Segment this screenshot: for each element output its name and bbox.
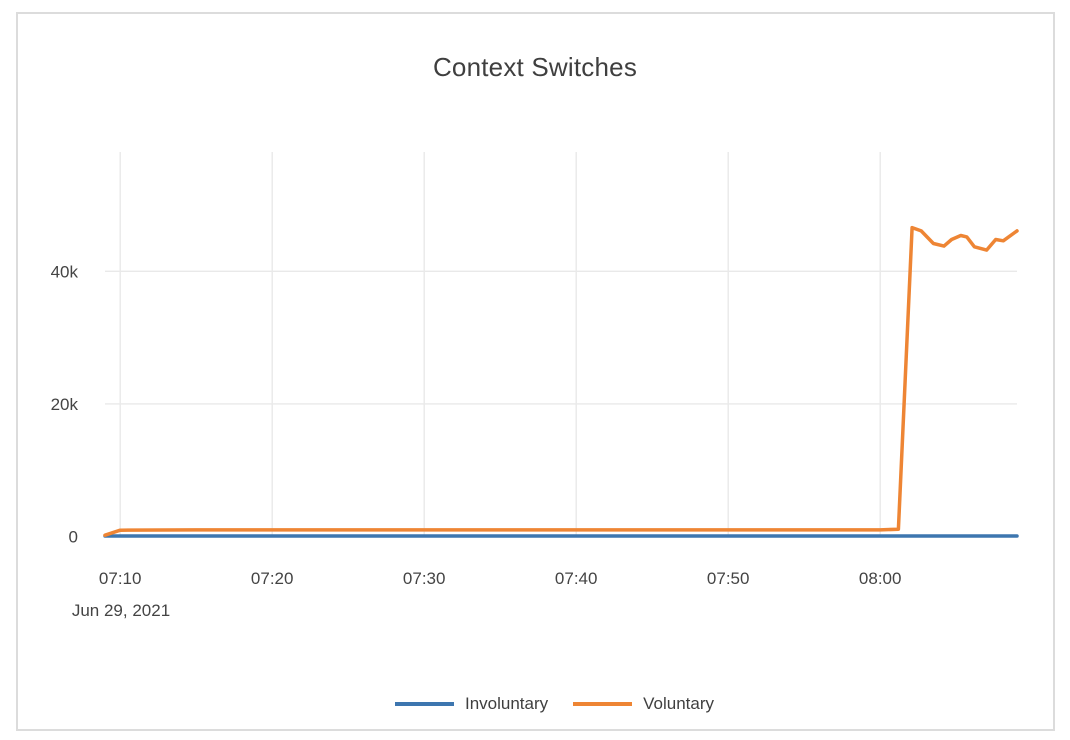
chart-legend: Involuntary Voluntary xyxy=(0,694,1070,714)
legend-label-involuntary: Involuntary xyxy=(464,694,549,713)
y-tick-label: 20k xyxy=(51,395,79,414)
series-line-voluntary xyxy=(103,225,1019,537)
x-tick-label: 07:50 xyxy=(707,569,750,588)
x-tick-label: 07:30 xyxy=(403,569,446,588)
legend-item-voluntary[interactable]: Voluntary xyxy=(573,694,714,714)
legend-item-involuntary[interactable]: Involuntary xyxy=(394,694,549,714)
x-tick-label: 08:00 xyxy=(859,569,902,588)
x-tick-label: 07:40 xyxy=(555,569,598,588)
x-tick-label: 07:10 xyxy=(99,569,142,588)
chart-title: Context Switches xyxy=(432,52,638,82)
y-tick-label: 0 xyxy=(69,528,78,547)
y-tick-label: 40k xyxy=(51,262,79,281)
chart-card xyxy=(16,12,1055,731)
legend-label-voluntary: Voluntary xyxy=(643,694,715,713)
x-tick-label: 07:20 xyxy=(251,569,294,588)
voluntary-line-swatch-icon xyxy=(573,702,633,706)
x-axis-date-label: Jun 29, 2021 xyxy=(71,601,171,620)
involuntary-line-swatch-icon xyxy=(394,702,454,706)
